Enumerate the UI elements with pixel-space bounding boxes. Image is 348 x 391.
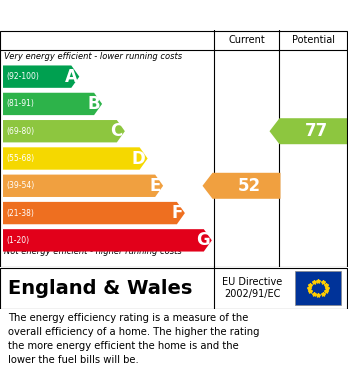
Text: (69-80): (69-80) [6, 127, 34, 136]
Polygon shape [3, 175, 163, 197]
Text: D: D [132, 149, 145, 167]
Polygon shape [203, 173, 280, 199]
Text: Current: Current [228, 35, 265, 45]
Polygon shape [3, 93, 102, 115]
Text: G: G [196, 231, 210, 249]
Text: The energy efficiency rating is a measure of the
overall efficiency of a home. T: The energy efficiency rating is a measur… [8, 313, 260, 365]
Polygon shape [3, 147, 148, 170]
Text: (55-68): (55-68) [6, 154, 34, 163]
Polygon shape [3, 229, 212, 251]
Text: Energy Efficiency Rating: Energy Efficiency Rating [8, 7, 218, 23]
Text: 52: 52 [238, 177, 261, 195]
Text: EU Directive
2002/91/EC: EU Directive 2002/91/EC [222, 277, 282, 299]
Bar [295, 271, 341, 305]
Polygon shape [3, 202, 185, 224]
Text: England & Wales: England & Wales [8, 278, 192, 298]
Polygon shape [3, 120, 125, 142]
Text: (92-100): (92-100) [6, 72, 39, 81]
Text: 77: 77 [305, 122, 328, 140]
Text: (21-38): (21-38) [6, 208, 34, 217]
Polygon shape [269, 118, 348, 144]
Text: F: F [172, 204, 183, 222]
Text: Not energy efficient - higher running costs: Not energy efficient - higher running co… [4, 247, 182, 256]
Polygon shape [3, 65, 79, 88]
Text: (39-54): (39-54) [6, 181, 34, 190]
Text: A: A [64, 68, 77, 86]
Text: (1-20): (1-20) [6, 236, 29, 245]
Text: Very energy efficient - lower running costs: Very energy efficient - lower running co… [4, 52, 182, 61]
Text: E: E [150, 177, 161, 195]
Text: B: B [87, 95, 100, 113]
Text: C: C [111, 122, 123, 140]
Text: Potential: Potential [292, 35, 335, 45]
Text: (81-91): (81-91) [6, 99, 34, 108]
